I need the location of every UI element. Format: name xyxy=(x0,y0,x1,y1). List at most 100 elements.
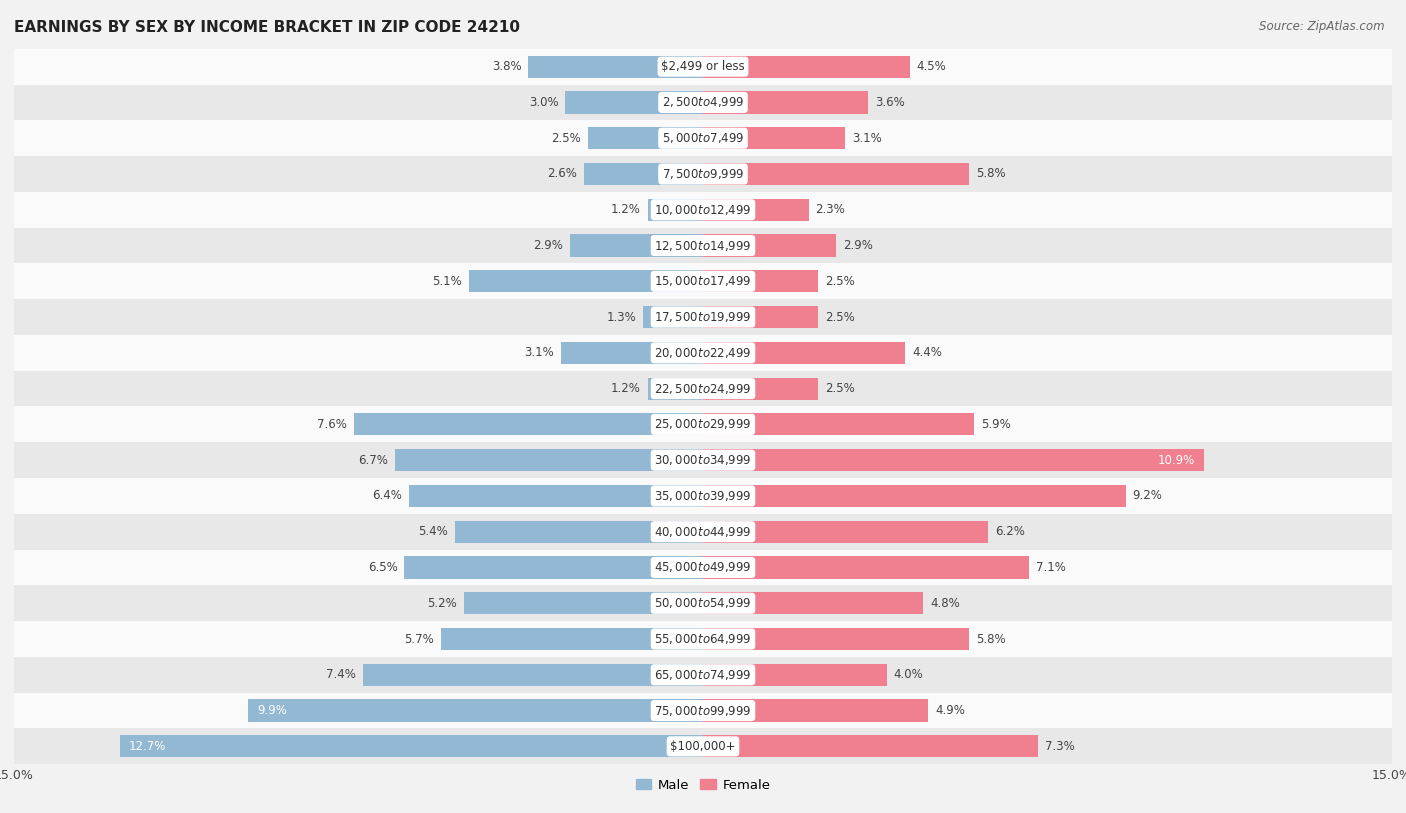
Bar xyxy=(703,306,818,328)
Bar xyxy=(561,341,703,364)
Bar xyxy=(120,735,703,758)
Text: 7.4%: 7.4% xyxy=(326,668,356,681)
Bar xyxy=(14,693,1392,728)
Text: 1.3%: 1.3% xyxy=(606,311,637,324)
Text: 9.2%: 9.2% xyxy=(1132,489,1163,502)
Bar xyxy=(14,478,1392,514)
Bar xyxy=(583,163,703,185)
Text: 4.4%: 4.4% xyxy=(912,346,942,359)
Bar xyxy=(14,120,1392,156)
Bar xyxy=(441,628,703,650)
Bar xyxy=(565,91,703,114)
Bar xyxy=(703,663,887,686)
Bar xyxy=(703,127,845,150)
Bar xyxy=(14,621,1392,657)
Bar xyxy=(703,91,869,114)
Text: 5.1%: 5.1% xyxy=(432,275,461,288)
Text: $7,500 to $9,999: $7,500 to $9,999 xyxy=(662,167,744,181)
Bar xyxy=(468,270,703,293)
Text: 7.6%: 7.6% xyxy=(318,418,347,431)
Text: Source: ZipAtlas.com: Source: ZipAtlas.com xyxy=(1260,20,1385,33)
Text: 2.3%: 2.3% xyxy=(815,203,845,216)
Bar xyxy=(14,371,1392,406)
Text: 4.0%: 4.0% xyxy=(894,668,924,681)
Text: 2.6%: 2.6% xyxy=(547,167,576,180)
Text: 6.4%: 6.4% xyxy=(373,489,402,502)
Bar xyxy=(14,657,1392,693)
Bar xyxy=(464,592,703,615)
Text: 12.7%: 12.7% xyxy=(129,740,166,753)
Text: $2,500 to $4,999: $2,500 to $4,999 xyxy=(662,95,744,110)
Text: 5.8%: 5.8% xyxy=(976,167,1005,180)
Text: 3.6%: 3.6% xyxy=(875,96,905,109)
Bar xyxy=(14,585,1392,621)
Bar xyxy=(703,592,924,615)
Bar xyxy=(588,127,703,150)
Text: 5.2%: 5.2% xyxy=(427,597,457,610)
Bar xyxy=(703,556,1029,579)
Bar xyxy=(703,55,910,78)
Bar xyxy=(456,520,703,543)
Bar xyxy=(14,156,1392,192)
Text: 3.0%: 3.0% xyxy=(529,96,558,109)
Text: $10,000 to $12,499: $10,000 to $12,499 xyxy=(654,202,752,217)
Bar xyxy=(703,735,1038,758)
Text: 4.9%: 4.9% xyxy=(935,704,965,717)
Bar xyxy=(703,234,837,257)
Text: EARNINGS BY SEX BY INCOME BRACKET IN ZIP CODE 24210: EARNINGS BY SEX BY INCOME BRACKET IN ZIP… xyxy=(14,20,520,35)
Bar xyxy=(14,299,1392,335)
Text: $12,500 to $14,999: $12,500 to $14,999 xyxy=(654,238,752,253)
Text: 2.5%: 2.5% xyxy=(825,311,855,324)
Text: 1.2%: 1.2% xyxy=(612,203,641,216)
Bar xyxy=(703,449,1204,472)
Text: 2.5%: 2.5% xyxy=(825,275,855,288)
Bar xyxy=(354,413,703,436)
Text: 10.9%: 10.9% xyxy=(1157,454,1195,467)
Text: 2.9%: 2.9% xyxy=(844,239,873,252)
Text: 6.5%: 6.5% xyxy=(368,561,398,574)
Bar xyxy=(14,335,1392,371)
Text: 5.4%: 5.4% xyxy=(419,525,449,538)
Bar xyxy=(703,699,928,722)
Bar xyxy=(569,234,703,257)
Bar xyxy=(648,377,703,400)
Bar xyxy=(703,163,969,185)
Text: $20,000 to $22,499: $20,000 to $22,499 xyxy=(654,346,752,360)
Bar xyxy=(395,449,703,472)
Text: 6.7%: 6.7% xyxy=(359,454,388,467)
Legend: Male, Female: Male, Female xyxy=(630,773,776,797)
Text: $22,500 to $24,999: $22,500 to $24,999 xyxy=(654,381,752,396)
Text: 3.1%: 3.1% xyxy=(524,346,554,359)
Bar xyxy=(703,413,974,436)
Text: $5,000 to $7,499: $5,000 to $7,499 xyxy=(662,131,744,146)
Text: 7.3%: 7.3% xyxy=(1045,740,1076,753)
Text: 6.2%: 6.2% xyxy=(994,525,1025,538)
Text: 2.5%: 2.5% xyxy=(551,132,581,145)
Bar xyxy=(405,556,703,579)
Bar xyxy=(14,263,1392,299)
Text: 7.1%: 7.1% xyxy=(1036,561,1066,574)
Text: 3.8%: 3.8% xyxy=(492,60,522,73)
Bar xyxy=(14,550,1392,585)
Text: $25,000 to $29,999: $25,000 to $29,999 xyxy=(654,417,752,432)
Bar xyxy=(14,85,1392,120)
Bar xyxy=(703,377,818,400)
Bar xyxy=(703,485,1126,507)
Text: 9.9%: 9.9% xyxy=(257,704,287,717)
Bar xyxy=(14,514,1392,550)
Bar xyxy=(529,55,703,78)
Bar xyxy=(703,628,969,650)
Bar xyxy=(249,699,703,722)
Text: 4.5%: 4.5% xyxy=(917,60,946,73)
Bar xyxy=(14,442,1392,478)
Bar xyxy=(703,520,988,543)
Text: $55,000 to $64,999: $55,000 to $64,999 xyxy=(654,632,752,646)
Text: $40,000 to $44,999: $40,000 to $44,999 xyxy=(654,524,752,539)
Text: 2.5%: 2.5% xyxy=(825,382,855,395)
Bar xyxy=(14,49,1392,85)
Text: 3.1%: 3.1% xyxy=(852,132,882,145)
Text: $35,000 to $39,999: $35,000 to $39,999 xyxy=(654,489,752,503)
Bar xyxy=(648,198,703,221)
Text: $30,000 to $34,999: $30,000 to $34,999 xyxy=(654,453,752,467)
Bar xyxy=(703,198,808,221)
